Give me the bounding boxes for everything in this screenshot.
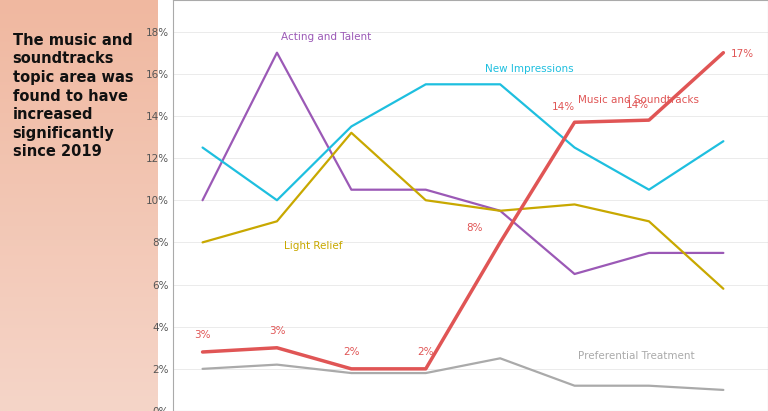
Text: Acting and Talent: Acting and Talent	[280, 32, 371, 42]
Text: Light Relief: Light Relief	[284, 241, 343, 251]
Text: 8%: 8%	[466, 223, 482, 233]
Text: New Impressions: New Impressions	[485, 64, 574, 74]
Text: Preferential Treatment: Preferential Treatment	[578, 351, 695, 361]
Text: Music and Soundtracks: Music and Soundtracks	[578, 95, 700, 105]
Text: 14%: 14%	[552, 102, 575, 112]
Text: 3%: 3%	[269, 326, 285, 336]
Text: 14%: 14%	[626, 99, 650, 110]
Text: 2%: 2%	[343, 347, 359, 357]
Text: 2%: 2%	[418, 347, 434, 357]
Text: The music and
soundtracks
topic area was
found to have
increased
significantly
s: The music and soundtracks topic area was…	[12, 33, 133, 159]
Text: 17%: 17%	[730, 49, 753, 59]
Text: 3%: 3%	[194, 330, 210, 340]
